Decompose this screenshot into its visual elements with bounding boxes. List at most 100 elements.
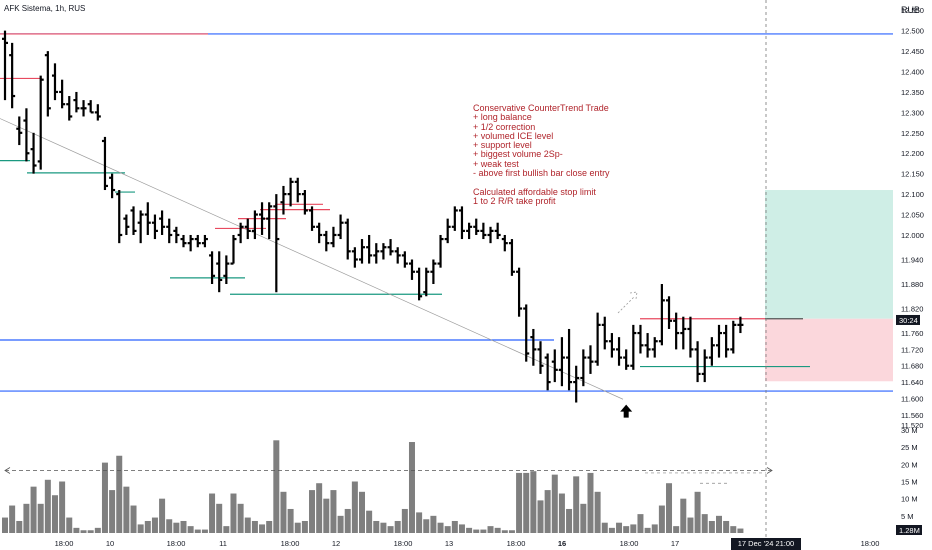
ohlc-bar — [530, 328, 537, 366]
drawing-lines — [0, 0, 893, 550]
volume-bar — [423, 519, 430, 533]
current-volume-tag — [896, 525, 922, 535]
volume-bar — [630, 524, 637, 533]
ohlc-bar — [651, 337, 658, 358]
time-tick-label: 10 — [106, 539, 114, 548]
ohlc-bar — [537, 341, 544, 374]
volume-bar — [694, 491, 701, 533]
volume-bar — [159, 498, 166, 533]
ohlc-bar — [594, 312, 601, 366]
ohlc-bar — [394, 247, 401, 264]
volume-bar — [587, 472, 594, 533]
price-tick-label: 12.350 — [901, 88, 924, 97]
arrow-up-icon — [620, 404, 633, 418]
volume-bar — [230, 493, 237, 533]
volume-bar — [323, 498, 330, 533]
time-tick-label: 18:00 — [620, 539, 639, 548]
ohlc-bar — [151, 214, 158, 240]
ohlc-bar — [630, 324, 637, 370]
ohlc-bar — [616, 337, 623, 366]
ohlc-bar — [580, 349, 587, 387]
ohlc-bar — [294, 177, 301, 203]
volume-bar — [466, 527, 473, 533]
annotation-line: + volumed ICE level — [473, 130, 554, 141]
time-tick-label: 18:00 — [507, 539, 526, 548]
ohlc-bar — [173, 226, 180, 244]
volume-bar — [430, 515, 437, 533]
volume-bar — [716, 515, 722, 533]
ohlc-bar — [194, 234, 201, 248]
volume-tick-label: 5 M — [901, 512, 914, 521]
volume-bar — [251, 520, 258, 533]
volume-bar — [623, 526, 630, 533]
volume-tick-label: 20 M — [901, 460, 918, 469]
annotation-line: + biggest volume 2Sp- — [473, 149, 563, 160]
ohlc-bar — [94, 104, 101, 121]
axes: 12.550 12.500 12.450 12.400 12.350 12.300 12.2… — [55, 6, 924, 550]
volume-bar — [244, 517, 251, 533]
volume-bar — [259, 524, 266, 533]
volume-bar — [30, 486, 37, 533]
time-tick-label: 17 — [671, 539, 679, 548]
volume-bar — [301, 520, 308, 533]
ohlc-bar — [687, 316, 694, 358]
ohlc-bar — [344, 218, 351, 260]
price-tick-label: 11.640 — [901, 378, 923, 387]
volume-bar — [59, 481, 66, 533]
ohlc-bar — [273, 194, 280, 293]
ohlc-bar — [80, 100, 87, 117]
ohlc-bar — [673, 312, 680, 350]
volume-bar — [151, 517, 158, 533]
volume-bar — [116, 455, 123, 533]
volume-bar — [601, 522, 608, 533]
time-tick-label: 18:00 — [861, 539, 880, 548]
volume-bar — [173, 522, 180, 533]
volume-bar — [51, 495, 58, 533]
ohlc-bar — [301, 190, 308, 215]
ohlc-bar — [401, 251, 408, 268]
ohlc-bar — [494, 222, 501, 240]
volume-bar — [394, 520, 401, 533]
volume-bar — [730, 526, 737, 533]
ohlc-bar — [644, 333, 651, 358]
volume-bar — [480, 529, 487, 533]
ohlc-bar — [330, 226, 337, 248]
time-tick-label: 18:00 — [167, 539, 186, 548]
ohlc-bar — [323, 230, 330, 252]
volume-bar — [266, 520, 273, 533]
ohlc-bar — [287, 177, 294, 207]
volume-bar — [673, 526, 680, 533]
price-tick-label: 12.100 — [901, 190, 924, 199]
ohlc-bar — [216, 251, 223, 293]
ohlc-bar — [351, 247, 358, 268]
volume-average-arrows — [4, 467, 773, 474]
volume-bar — [666, 483, 673, 533]
volume-bar — [359, 491, 365, 533]
projection-arrow — [617, 291, 638, 314]
price-tick-label: 12.200 — [901, 149, 924, 158]
volume-bar — [501, 530, 508, 533]
ohlc-bar — [359, 239, 365, 264]
volume-bar — [544, 490, 551, 533]
annotation-line: + 1/2 correction — [473, 121, 536, 132]
volume-bar — [516, 472, 523, 533]
time-tick-label: 18:00 — [394, 539, 413, 548]
ohlc-bar — [551, 349, 558, 383]
volume-bar — [287, 508, 294, 533]
volume-bar — [73, 527, 80, 533]
ohlc-bar — [523, 304, 530, 362]
ohlc-bar — [109, 173, 116, 199]
current-time-tag — [731, 538, 801, 550]
volume-bar — [166, 519, 173, 533]
volume-bar — [16, 520, 23, 533]
ohlc-bar — [730, 320, 737, 354]
volume-bar — [9, 505, 16, 533]
ohlc-bar — [316, 222, 323, 244]
ohlc-bar — [737, 316, 744, 334]
ohlc-bar — [694, 341, 701, 383]
volume-bar — [109, 490, 116, 533]
price-tick-label: 11.560 — [901, 411, 923, 420]
ohlc-bar — [87, 100, 94, 114]
volume-bar — [537, 500, 544, 533]
